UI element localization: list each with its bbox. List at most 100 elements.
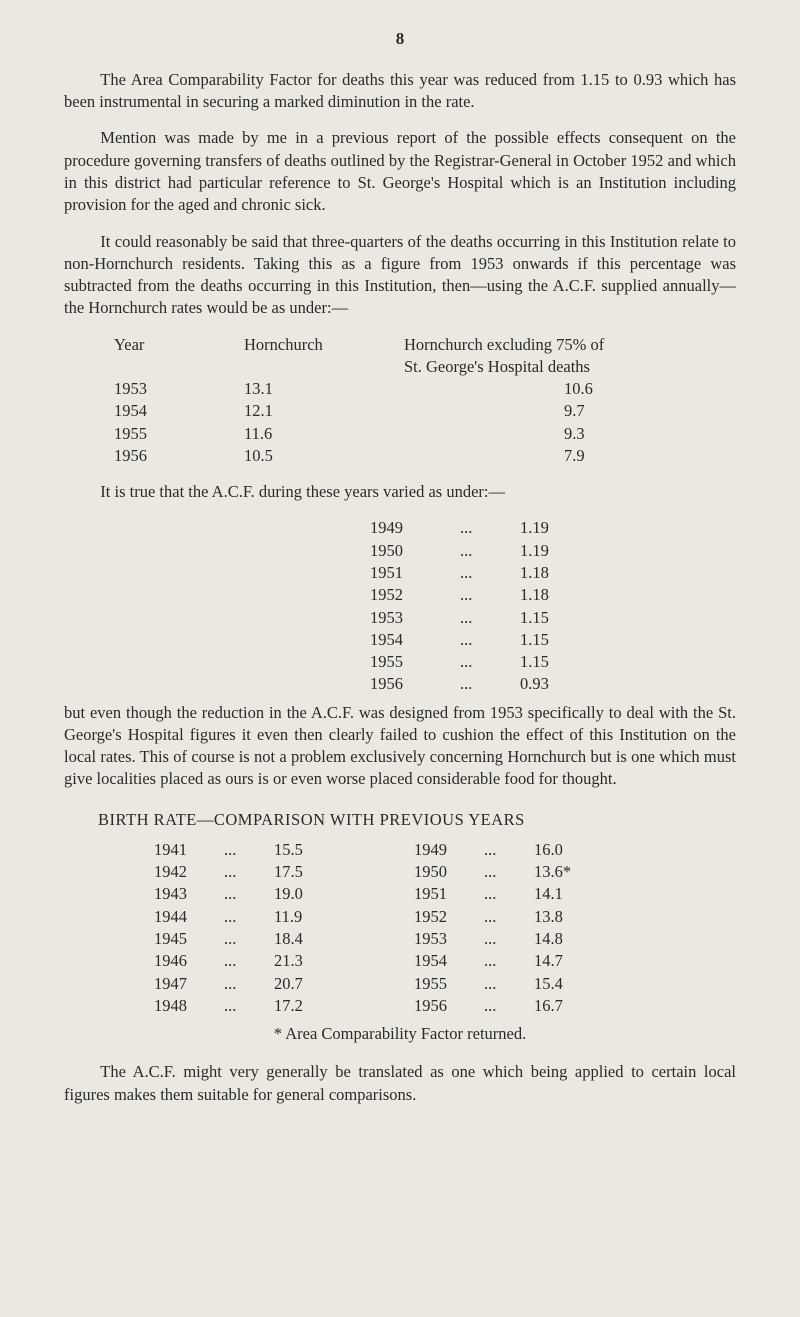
paragraph-1: The Area Comparability Factor for deaths… bbox=[64, 69, 736, 114]
cell-val-right: 14.7 bbox=[534, 950, 624, 972]
table-row: 1947 ... 20.7 1955 ... 15.4 bbox=[64, 973, 736, 995]
cell-ex: 9.3 bbox=[404, 423, 736, 445]
paragraph-4-lead: It is true that the A.C.F. during these … bbox=[64, 481, 736, 503]
cell-val: 0.93 bbox=[520, 673, 600, 695]
ellipsis: ... bbox=[460, 584, 520, 606]
cell-year-right: 1949 bbox=[364, 839, 484, 861]
col-header-year: Year bbox=[64, 334, 244, 356]
table-row: 1941 ... 15.5 1949 ... 16.0 bbox=[64, 839, 736, 861]
cell-year-left: 1945 bbox=[64, 928, 224, 950]
ellipsis: ... bbox=[224, 973, 274, 995]
ellipsis: ... bbox=[224, 928, 274, 950]
birth-rate-table: 1941 ... 15.5 1949 ... 16.0 1942 ... 17.… bbox=[64, 839, 736, 1017]
ellipsis: ... bbox=[484, 973, 534, 995]
cell-val-right: 14.8 bbox=[534, 928, 624, 950]
table-row: 1945 ... 18.4 1953 ... 14.8 bbox=[64, 928, 736, 950]
section-title: BIRTH RATE—COMPARISON WITH PREVIOUS YEAR… bbox=[98, 809, 736, 831]
table-row: 1956 ... 0.93 bbox=[64, 673, 736, 695]
cell-val-right: 16.0 bbox=[534, 839, 624, 861]
rates-table: Year Hornchurch Hornchurch excluding 75%… bbox=[64, 334, 736, 468]
cell-val-right: 15.4 bbox=[534, 973, 624, 995]
ellipsis: ... bbox=[224, 995, 274, 1017]
cell-year-left: 1941 bbox=[64, 839, 224, 861]
cell-val-right: 13.6* bbox=[534, 861, 624, 883]
cell-val: 1.18 bbox=[520, 584, 600, 606]
cell-year: 1950 bbox=[200, 540, 460, 562]
table-row: 1955 11.6 9.3 bbox=[64, 423, 736, 445]
ellipsis: ... bbox=[460, 540, 520, 562]
cell-ex: 9.7 bbox=[404, 400, 736, 422]
cell-val: 1.15 bbox=[520, 607, 600, 629]
col-header-hornchurch: Hornchurch bbox=[244, 334, 404, 356]
table-row: 1953 ... 1.15 bbox=[64, 607, 736, 629]
cell-year-right: 1953 bbox=[364, 928, 484, 950]
ellipsis: ... bbox=[460, 629, 520, 651]
table-row: 1953 13.1 10.6 bbox=[64, 378, 736, 400]
cell-year: 1954 bbox=[200, 629, 460, 651]
cell-year-right: 1951 bbox=[364, 883, 484, 905]
cell-val-left: 21.3 bbox=[274, 950, 364, 972]
cell-year: 1953 bbox=[200, 607, 460, 629]
paragraph-2: Mention was made by me in a previous rep… bbox=[64, 127, 736, 216]
ellipsis: ... bbox=[460, 651, 520, 673]
cell-val-left: 17.2 bbox=[274, 995, 364, 1017]
cell-val-left: 17.5 bbox=[274, 861, 364, 883]
cell-year: 1952 bbox=[200, 584, 460, 606]
ellipsis: ... bbox=[224, 839, 274, 861]
table-row: 1956 10.5 7.9 bbox=[64, 445, 736, 467]
cell-year: 1953 bbox=[64, 378, 244, 400]
table-row: 1950 ... 1.19 bbox=[64, 540, 736, 562]
page: 8 The Area Comparability Factor for deat… bbox=[0, 0, 800, 1317]
footnote: * Area Comparability Factor returned. bbox=[64, 1023, 736, 1045]
table-row: 1954 12.1 9.7 bbox=[64, 400, 736, 422]
ellipsis: ... bbox=[460, 562, 520, 584]
cell-val-left: 20.7 bbox=[274, 973, 364, 995]
cell-val-right: 16.7 bbox=[534, 995, 624, 1017]
table-row: 1949 ... 1.19 bbox=[64, 517, 736, 539]
cell-ex: 10.6 bbox=[404, 378, 736, 400]
cell-year: 1956 bbox=[200, 673, 460, 695]
cell-year-right: 1952 bbox=[364, 906, 484, 928]
cell-year-left: 1944 bbox=[64, 906, 224, 928]
ellipsis: ... bbox=[224, 906, 274, 928]
cell-year: 1951 bbox=[200, 562, 460, 584]
cell-year-left: 1943 bbox=[64, 883, 224, 905]
cell-val: 1.18 bbox=[520, 562, 600, 584]
cell-hc: 10.5 bbox=[244, 445, 404, 467]
cell-year: 1956 bbox=[64, 445, 244, 467]
ellipsis: ... bbox=[484, 928, 534, 950]
cell-val-right: 13.8 bbox=[534, 906, 624, 928]
cell-val-left: 18.4 bbox=[274, 928, 364, 950]
cell-year: 1954 bbox=[64, 400, 244, 422]
cell-year-left: 1948 bbox=[64, 995, 224, 1017]
ellipsis: ... bbox=[484, 839, 534, 861]
cell-val-left: 19.0 bbox=[274, 883, 364, 905]
cell-val-left: 11.9 bbox=[274, 906, 364, 928]
cell-year-left: 1947 bbox=[64, 973, 224, 995]
cell-year-right: 1956 bbox=[364, 995, 484, 1017]
cell-year-right: 1954 bbox=[364, 950, 484, 972]
table-row: 1955 ... 1.15 bbox=[64, 651, 736, 673]
cell-ex: 7.9 bbox=[404, 445, 736, 467]
cell-val: 1.19 bbox=[520, 517, 600, 539]
paragraph-5: but even though the reduction in the A.C… bbox=[64, 702, 736, 791]
ellipsis: ... bbox=[460, 517, 520, 539]
cell-hc: 11.6 bbox=[244, 423, 404, 445]
ellipsis: ... bbox=[460, 607, 520, 629]
cell-year-left: 1946 bbox=[64, 950, 224, 972]
table-row: 1942 ... 17.5 1950 ... 13.6* bbox=[64, 861, 736, 883]
paragraph-6: The A.C.F. might very generally be trans… bbox=[64, 1061, 736, 1106]
cell-year-right: 1950 bbox=[364, 861, 484, 883]
ellipsis: ... bbox=[484, 861, 534, 883]
paragraph-3: It could reasonably be said that three-q… bbox=[64, 231, 736, 320]
cell-year-left: 1942 bbox=[64, 861, 224, 883]
cell-year: 1955 bbox=[200, 651, 460, 673]
table-row: 1943 ... 19.0 1951 ... 14.1 bbox=[64, 883, 736, 905]
ellipsis: ... bbox=[224, 950, 274, 972]
table-row: 1946 ... 21.3 1954 ... 14.7 bbox=[64, 950, 736, 972]
cell-val: 1.15 bbox=[520, 629, 600, 651]
page-number: 8 bbox=[64, 28, 736, 51]
table-row: 1951 ... 1.18 bbox=[64, 562, 736, 584]
cell-hc: 13.1 bbox=[244, 378, 404, 400]
cell-val-right: 14.1 bbox=[534, 883, 624, 905]
